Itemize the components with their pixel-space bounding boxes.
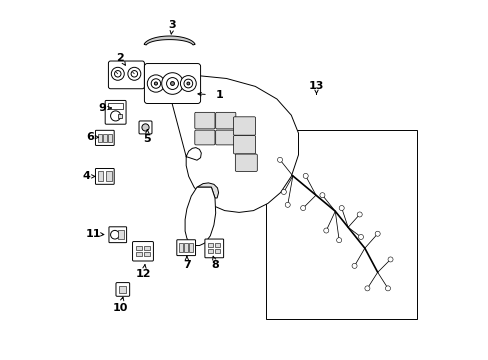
FancyBboxPatch shape [194,130,215,145]
Bar [103,134,106,142]
Text: 12: 12 [136,269,151,279]
Circle shape [303,174,307,179]
Circle shape [151,79,161,88]
FancyBboxPatch shape [204,239,223,258]
FancyBboxPatch shape [177,240,195,256]
Text: 7: 7 [183,260,190,270]
FancyBboxPatch shape [139,121,152,134]
FancyBboxPatch shape [109,227,126,243]
Text: 13: 13 [308,81,324,91]
Text: 2: 2 [116,53,124,63]
Circle shape [339,206,344,211]
Bar [184,243,187,252]
FancyBboxPatch shape [233,117,255,135]
Bar [118,230,124,239]
Polygon shape [197,183,218,198]
Circle shape [147,75,164,92]
Circle shape [356,212,362,217]
Circle shape [385,286,390,291]
Bar [144,246,150,250]
Circle shape [114,71,121,77]
FancyBboxPatch shape [108,61,144,89]
FancyBboxPatch shape [95,130,114,145]
Circle shape [131,71,137,77]
Circle shape [300,206,305,211]
FancyBboxPatch shape [215,112,235,129]
Circle shape [142,124,149,131]
Text: 10: 10 [112,303,128,313]
Bar [118,114,122,118]
Circle shape [186,82,189,85]
Bar [189,243,193,252]
Circle shape [358,234,363,239]
Circle shape [351,264,356,269]
Bar [108,134,111,142]
Bar [215,249,220,253]
Circle shape [110,230,119,239]
Text: 5: 5 [143,134,151,144]
Circle shape [285,202,290,207]
FancyBboxPatch shape [235,154,257,171]
Circle shape [180,76,196,91]
Circle shape [170,82,174,85]
Text: 1: 1 [215,90,223,100]
Polygon shape [185,187,215,246]
Text: 3: 3 [168,20,176,30]
FancyBboxPatch shape [233,135,255,154]
Bar [108,103,122,109]
Circle shape [111,67,124,80]
FancyBboxPatch shape [194,112,215,129]
Circle shape [336,238,341,243]
Polygon shape [144,36,195,45]
Circle shape [323,228,328,233]
Bar [136,246,141,250]
Polygon shape [167,76,298,212]
FancyBboxPatch shape [132,242,153,261]
Circle shape [319,193,325,198]
Text: 11: 11 [85,229,101,239]
Circle shape [364,286,369,291]
Bar [98,171,103,181]
Bar [136,252,141,256]
Circle shape [162,73,183,94]
Circle shape [374,231,380,236]
Bar [98,134,102,142]
Text: 4: 4 [82,171,90,181]
Bar [265,130,416,319]
Bar [208,249,213,253]
Bar [208,243,213,247]
FancyBboxPatch shape [105,100,126,124]
Bar [179,243,183,252]
Bar [215,243,220,247]
Text: 8: 8 [211,260,219,270]
FancyBboxPatch shape [215,130,235,145]
Circle shape [281,189,286,194]
FancyBboxPatch shape [116,283,129,296]
FancyBboxPatch shape [95,168,114,184]
Bar [106,171,112,181]
Circle shape [127,67,141,80]
Bar [144,252,150,256]
Circle shape [110,111,121,121]
Text: 6: 6 [85,132,93,142]
Circle shape [277,157,282,162]
Circle shape [183,79,192,88]
Circle shape [166,77,178,89]
Circle shape [387,257,392,262]
Bar [119,286,126,293]
Text: 9: 9 [98,103,106,113]
FancyBboxPatch shape [144,63,200,104]
Circle shape [154,82,157,85]
